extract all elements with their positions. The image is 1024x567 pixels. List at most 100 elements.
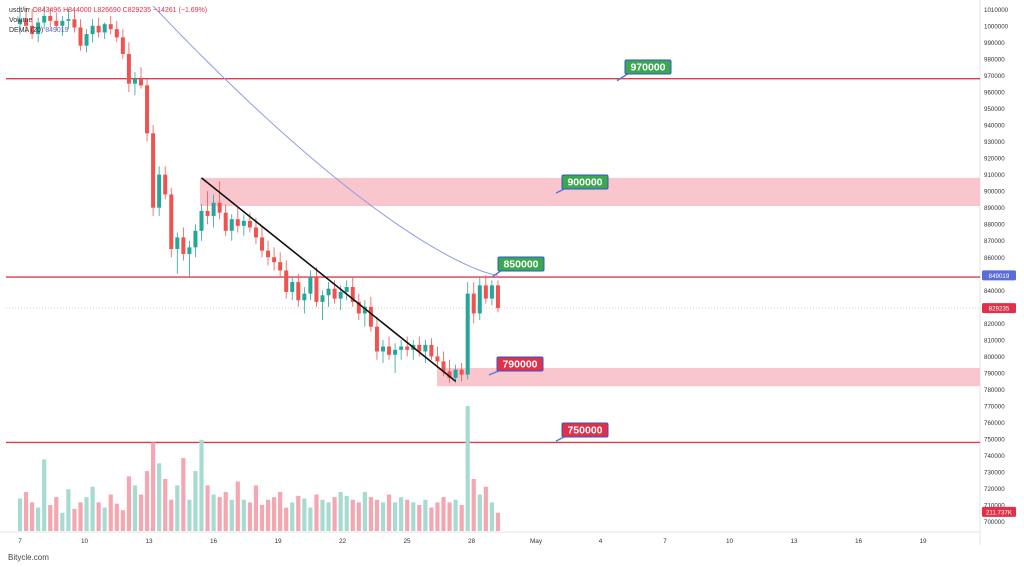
- volume-bar: [489, 502, 494, 531]
- y-tick-label: 960000: [984, 89, 1005, 96]
- candle-body: [30, 25, 35, 35]
- volume-bar: [284, 507, 289, 531]
- candle-body: [272, 257, 277, 263]
- candle-body: [362, 306, 367, 314]
- price-callout-box: [496, 356, 544, 372]
- candle-body: [405, 346, 410, 350]
- volume-bar: [247, 502, 252, 531]
- last-price-badge-text: 829235: [989, 306, 1010, 313]
- candle-body: [459, 369, 464, 375]
- x-tick-label: 22: [339, 538, 347, 545]
- volume-bar: [157, 463, 162, 531]
- price-zone: [437, 368, 980, 387]
- y-tick-label: 950000: [984, 106, 1005, 113]
- candle-body: [163, 174, 168, 195]
- x-tick-label: 7: [18, 538, 22, 545]
- y-tick-label: 730000: [984, 470, 1005, 477]
- volume-bar: [72, 508, 77, 531]
- candle-body: [199, 210, 204, 231]
- x-tick-label: 4: [599, 538, 603, 545]
- y-tick-label: 720000: [984, 486, 1005, 493]
- candle-body: [42, 15, 47, 23]
- volume-badge-text: 211.737K: [986, 509, 1013, 516]
- volume-bar: [96, 502, 101, 531]
- volume-bar: [399, 497, 404, 531]
- volume-bar: [108, 494, 113, 531]
- volume-bar: [199, 439, 204, 531]
- volume-bar: [78, 502, 83, 531]
- volume-bar: [405, 499, 410, 531]
- volume-bar: [259, 504, 265, 531]
- y-tick-label: 990000: [984, 40, 1005, 47]
- candle-body: [157, 174, 162, 208]
- candle-body: [36, 22, 41, 35]
- candle-body: [266, 250, 271, 258]
- volume-bar: [362, 491, 367, 531]
- candle-body: [417, 344, 422, 352]
- candle-body: [260, 237, 264, 251]
- candle-body: [368, 306, 373, 327]
- legend-ohlc: O843496 H844000 L826690 C829235 −14261 (…: [32, 7, 208, 14]
- volume-bar: [296, 495, 301, 531]
- volume-bar: [102, 507, 107, 531]
- y-tick-label: 940000: [984, 123, 1005, 130]
- volume-bar: [465, 406, 470, 531]
- volume-bar: [429, 507, 434, 531]
- legend-volume[interactable]: Volume: [9, 17, 33, 24]
- x-tick-label: 25: [403, 538, 411, 545]
- candle-body: [229, 219, 234, 231]
- volume-bar: [356, 502, 361, 531]
- candle-body: [90, 25, 95, 35]
- volume-bar: [265, 499, 271, 531]
- y-tick-label: 770000: [984, 404, 1005, 411]
- x-tick-label: 28: [468, 538, 476, 545]
- volume-bar: [483, 486, 488, 531]
- candle-body: [48, 15, 53, 21]
- volume-bar: [495, 512, 501, 531]
- y-tick-label: 790000: [984, 370, 1005, 377]
- volume-bar: [441, 497, 446, 531]
- candle-body: [489, 285, 494, 299]
- volume-bar: [338, 491, 343, 531]
- volume-bar: [393, 502, 398, 531]
- candle-body: [169, 194, 174, 249]
- volume-bar: [36, 507, 41, 531]
- candle-body: [78, 27, 83, 46]
- legend-dema-value: 849019: [45, 27, 69, 34]
- volume-bar: [60, 512, 65, 531]
- volume-bar: [350, 499, 355, 531]
- candle-body: [314, 277, 319, 302]
- candle-body: [429, 344, 434, 357]
- x-tick-label: 10: [726, 538, 734, 545]
- candle-body: [18, 19, 22, 25]
- y-tick-label: 860000: [984, 255, 1005, 262]
- candle-body: [471, 293, 476, 314]
- volume-bar: [314, 494, 319, 531]
- volume-bar: [380, 502, 386, 531]
- candle-body: [483, 285, 488, 299]
- candle-body: [435, 356, 440, 362]
- dema-price-badge: [982, 270, 1016, 281]
- candle-body: [235, 219, 240, 226]
- legend-symbol[interactable]: usdt/irr: [9, 7, 31, 14]
- volume-bar: [120, 510, 125, 531]
- y-tick-label: 810000: [984, 337, 1005, 344]
- volume-bar: [272, 497, 277, 531]
- volume-bar: [278, 491, 283, 531]
- y-tick-label: 900000: [984, 189, 1005, 196]
- volume-bar: [417, 504, 422, 531]
- dema-line: [152, 5, 499, 276]
- candle-body: [393, 349, 398, 355]
- candle-body: [96, 25, 101, 33]
- candle-body: [66, 19, 71, 21]
- y-tick-label: 1000000: [984, 23, 1009, 30]
- dema-price-badge-text: 849019: [989, 273, 1010, 280]
- candle-body: [387, 346, 392, 355]
- volume-bar: [459, 504, 464, 531]
- legend-dema[interactable]: DEMA (20): [9, 27, 44, 34]
- candle-body: [326, 288, 331, 296]
- price-callout-label: 900000: [567, 177, 602, 189]
- candle-body: [60, 20, 65, 26]
- volume-bar: [84, 497, 89, 531]
